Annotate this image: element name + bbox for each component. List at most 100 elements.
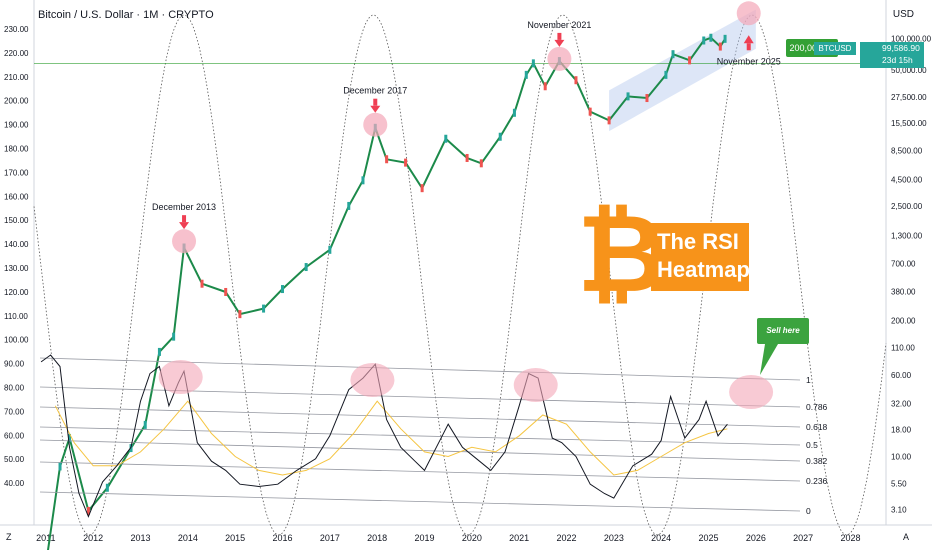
price-candle <box>664 70 668 79</box>
x-tick-label: 2026 <box>746 533 766 543</box>
peak-arrow-icon <box>370 105 381 113</box>
peak-highlight-circle <box>736 1 761 26</box>
cycle-sine-curve <box>33 14 887 536</box>
currency-label: USD <box>892 9 914 20</box>
price-candle <box>512 108 516 117</box>
price-candle <box>688 56 692 65</box>
price-candle <box>86 506 90 515</box>
right-tick-label: 10.00 <box>891 452 912 461</box>
rising-channel <box>609 9 756 132</box>
fib-level-line <box>39 461 801 482</box>
price-candle <box>157 347 161 356</box>
price-candle <box>718 42 722 51</box>
left-tick-label: 230.00 <box>4 25 29 34</box>
x-tick-label: 2014 <box>178 533 198 543</box>
zoom-button[interactable]: Z <box>6 532 12 542</box>
fib-level-label: 0 <box>806 506 811 516</box>
left-tick-label: 130.00 <box>4 264 29 273</box>
x-tick-label: 2022 <box>556 533 576 543</box>
left-tick-label: 200.00 <box>4 97 29 106</box>
right-tick-label: 4,500.00 <box>891 175 923 184</box>
right-tick-label: 380.00 <box>891 287 916 296</box>
bitcoin-logo-icon: ₿ <box>577 192 666 317</box>
sell-here-callout: Sell here <box>757 318 809 344</box>
price-candle <box>238 310 242 319</box>
price-candle <box>304 263 308 272</box>
left-tick-label: 170.00 <box>4 168 29 177</box>
left-tick-label: 150.00 <box>4 216 29 225</box>
right-tick-label: 18.00 <box>891 426 912 435</box>
fib-level-line <box>39 357 801 381</box>
peak-arrow-icon <box>554 39 565 47</box>
left-tick-label: 80.00 <box>4 384 25 393</box>
left-tick-label: 220.00 <box>4 49 29 58</box>
left-tick-label: 110.00 <box>4 312 28 321</box>
left-tick-label: 120.00 <box>4 288 29 297</box>
price-candle <box>68 433 71 442</box>
right-tick-label: 8,500.00 <box>891 146 923 155</box>
price-candle <box>588 107 592 116</box>
peak-highlight-circle <box>363 112 388 137</box>
x-tick-label: 2021 <box>509 533 529 543</box>
current-price-box: BTCUSD 99,586.90 23d 15h <box>814 42 924 68</box>
price-candle <box>479 159 483 168</box>
price-candle <box>200 279 204 288</box>
left-tick-label: 210.00 <box>4 73 29 82</box>
peak-label: December 2013 <box>152 202 216 212</box>
current-price: 99,586.90 <box>882 43 920 53</box>
right-tick-label: 1,300.00 <box>891 232 923 241</box>
price-candle <box>444 134 448 143</box>
right-tick-label: 5.50 <box>891 479 907 488</box>
left-tick-label: 50.00 <box>4 455 25 464</box>
fib-level-line <box>39 426 801 446</box>
price-candle <box>105 483 109 492</box>
price-candle <box>385 155 389 164</box>
right-tick-label: 50,000.00 <box>891 66 927 75</box>
right-tick-label: 700.00 <box>891 260 916 269</box>
fib-level-line <box>39 491 801 512</box>
right-tick-label: 100,000.00 <box>891 35 932 44</box>
peak-label: December 2017 <box>343 86 407 96</box>
left-tick-label: 180.00 <box>4 145 29 154</box>
peak-highlight-circle <box>172 229 197 254</box>
banner-line-1: The RSI <box>657 229 739 254</box>
price-candle <box>328 245 332 254</box>
callout-pointer <box>760 344 778 375</box>
price-candle <box>281 285 284 294</box>
right-tick-label: 110.00 <box>891 344 915 353</box>
fib-level-label: 0.5 <box>806 440 818 450</box>
price-candle <box>645 94 649 103</box>
fib-level-label: 1 <box>806 375 811 385</box>
peak-arrow-stem <box>557 32 562 40</box>
price-candle <box>58 462 62 471</box>
fib-level-line <box>39 406 801 428</box>
x-tick-label: 2024 <box>651 533 671 543</box>
right-tick-label: 2,500.00 <box>891 202 923 211</box>
x-tick-label: 2011 <box>36 533 55 543</box>
price-candle <box>607 116 611 125</box>
x-tick-label: 2015 <box>225 533 245 543</box>
price-candle <box>224 287 228 296</box>
price-candle <box>420 184 424 193</box>
price-candle <box>723 34 727 43</box>
price-candle <box>262 304 266 313</box>
price-candle <box>498 132 502 141</box>
peak-arrow-stem <box>746 43 751 51</box>
price-candle <box>574 76 578 85</box>
ticker-label: BTCUSD <box>814 42 856 55</box>
fib-level-label: 0.618 <box>806 422 828 432</box>
fib-level-label: 0.786 <box>806 402 828 412</box>
banner-line-2: Heatmap <box>657 257 750 282</box>
price-candle <box>143 420 147 429</box>
price-candle <box>347 201 351 210</box>
peak-arrow-stem <box>373 98 378 106</box>
right-tick-label: 15,500.00 <box>891 119 927 128</box>
left-tick-label: 60.00 <box>4 431 25 440</box>
auto-scale-button[interactable]: A <box>903 532 910 542</box>
left-tick-label: 90.00 <box>4 360 25 369</box>
price-candle <box>361 176 365 185</box>
rsi-heatmap-banner: The RSI Heatmap <box>651 223 750 291</box>
peak-arrow-stem <box>182 215 187 223</box>
x-tick-label: 2016 <box>272 533 292 543</box>
